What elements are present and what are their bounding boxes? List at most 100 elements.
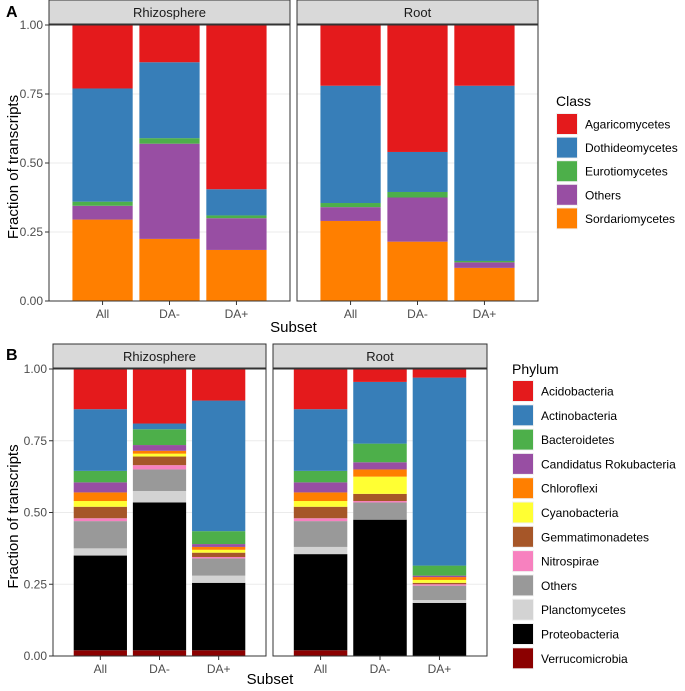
x-tick-label: DA- — [370, 662, 391, 676]
legend-swatch — [557, 137, 577, 158]
bar-segment — [192, 556, 246, 559]
bar-segment — [293, 470, 348, 483]
bar-segment — [454, 25, 515, 86]
bar-segment — [73, 470, 127, 483]
bar-segment — [387, 25, 448, 152]
bar-segment — [353, 381, 407, 444]
bar-segment — [73, 650, 127, 656]
bar-segment — [293, 409, 348, 471]
bar-segment — [192, 575, 246, 583]
legend-swatch — [513, 526, 533, 547]
x-tick-label: All — [94, 662, 107, 676]
bar-segment — [73, 518, 127, 522]
bar-segment — [454, 85, 515, 261]
legend-label: Gemmatimonadetes — [541, 530, 649, 544]
bar-segment — [73, 521, 127, 549]
bar-segment — [192, 582, 246, 651]
bar-segment — [73, 492, 127, 502]
bar-segment — [293, 546, 348, 555]
bar-segment — [73, 501, 127, 507]
bar-segment — [353, 443, 407, 463]
legend-swatch — [513, 502, 533, 523]
bar-segment — [320, 207, 381, 221]
legend-label: Actinobacteria — [541, 409, 617, 423]
bar-segment — [206, 218, 267, 250]
bar-segment — [132, 429, 187, 446]
facet-strip — [272, 343, 488, 369]
bar-segment — [192, 400, 246, 532]
facet-strip — [52, 343, 267, 369]
legend-swatch — [513, 405, 533, 426]
legend-label: Agaricomycetes — [585, 118, 670, 132]
bar-segment — [132, 650, 187, 656]
legend-label: Nitrospirae — [541, 555, 599, 569]
bar-segment — [132, 450, 187, 454]
bar-segment — [132, 502, 187, 651]
bar-segment — [353, 369, 407, 382]
legend-title: Phylum — [512, 361, 559, 377]
bar-segment — [73, 548, 127, 556]
facet-label: Rhizosphere — [123, 349, 196, 364]
y-tick-label: 0.50 — [24, 506, 48, 520]
bar-segment — [353, 501, 407, 503]
y-axis-title: Fraction of transcripts — [5, 444, 22, 588]
bar-segment — [73, 506, 127, 519]
x-axis-title: Subset — [247, 671, 295, 688]
bar-segment — [72, 201, 133, 206]
bar-segment — [353, 519, 407, 656]
bar-segment — [387, 151, 448, 192]
panel-border — [296, 24, 539, 302]
facet-label: Rhizosphere — [133, 5, 206, 20]
legend-label: Acidobacteria — [541, 385, 614, 399]
panel-border — [272, 368, 488, 657]
legend-label: Sordariomycetes — [585, 212, 675, 226]
bar-segment — [192, 549, 246, 553]
bar-segment — [139, 62, 200, 139]
bar-segment — [132, 456, 187, 466]
bar-segment — [412, 369, 467, 378]
y-tick-label: 0.25 — [24, 577, 48, 591]
panel-tag-B: B — [6, 347, 18, 364]
facet-strip — [48, 0, 291, 25]
legend-swatch — [513, 599, 533, 620]
bar-segment — [320, 220, 381, 301]
bar-segment — [132, 465, 187, 470]
bar-segment — [293, 554, 348, 651]
legend-swatch — [513, 624, 533, 644]
legend-label: Dothideomycetes — [585, 141, 678, 155]
bar-segment — [192, 546, 246, 550]
bar-segment — [192, 369, 246, 401]
bar-segment — [353, 502, 407, 520]
y-tick-label: 0.75 — [24, 434, 48, 448]
legend-label: Chloroflexi — [541, 482, 598, 496]
bar-segment — [412, 575, 467, 578]
panel-tag-A: A — [6, 4, 18, 21]
x-tick-label: DA- — [407, 307, 428, 321]
x-tick-label: All — [314, 662, 327, 676]
bar-segment — [132, 423, 187, 430]
bar-segment — [139, 138, 200, 144]
bar-segment — [192, 531, 246, 545]
x-tick-label: All — [96, 307, 109, 321]
legend-swatch — [557, 161, 577, 182]
bar-segment — [412, 565, 467, 576]
bar-segment — [293, 501, 348, 507]
legend-swatch — [513, 381, 533, 401]
bar-segment — [132, 369, 187, 424]
bar-segment — [72, 25, 133, 89]
bar-segment — [132, 453, 187, 457]
legend-label: Proteobacteria — [541, 628, 619, 642]
bar-segment — [139, 238, 200, 301]
x-tick-label: DA- — [159, 307, 180, 321]
bar-segment — [293, 369, 348, 410]
bar-segment — [206, 249, 267, 301]
bar-segment — [293, 506, 348, 519]
bar-segment — [412, 585, 467, 601]
legend-label: Cyanobacteria — [541, 506, 619, 520]
y-tick-label: 0.50 — [20, 156, 44, 170]
bar-segment — [293, 650, 348, 656]
bar-segment — [192, 650, 246, 656]
legend-swatch — [557, 208, 577, 229]
bar-segment — [73, 369, 127, 410]
